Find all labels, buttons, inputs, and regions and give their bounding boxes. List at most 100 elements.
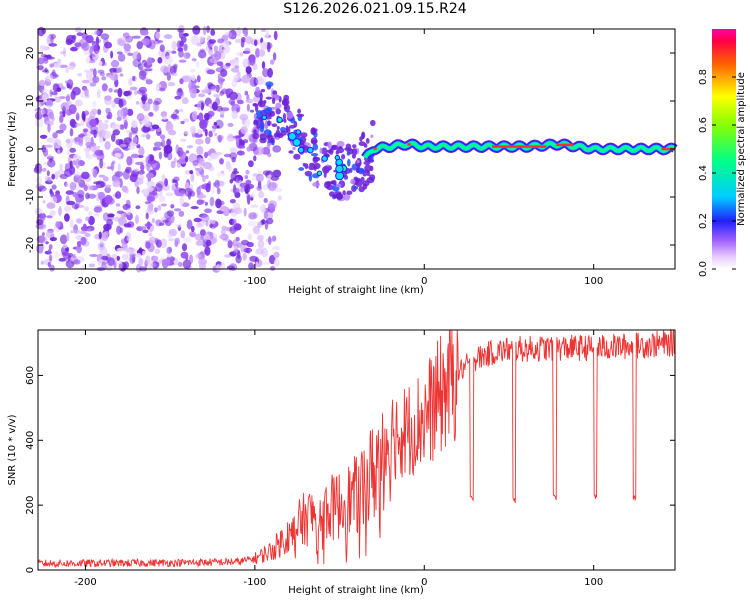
noise-blob: [141, 134, 147, 138]
noise-blob: [162, 219, 169, 223]
noise-blob: [191, 74, 196, 82]
noise-blob: [190, 35, 199, 45]
signal-blob: [292, 146, 296, 151]
noise-blob: [250, 204, 259, 208]
noise-blob: [213, 122, 218, 126]
signal-blob: [286, 126, 291, 134]
noise-blob: [93, 129, 97, 139]
noise-blob: [213, 50, 222, 61]
noise-blob: [218, 235, 227, 239]
noise-blob: [85, 192, 90, 200]
noise-blob: [121, 253, 129, 260]
noise-blob: [204, 246, 211, 256]
noise-blob: [163, 55, 173, 65]
noise-blob: [154, 207, 158, 213]
signal-blob: [290, 118, 296, 124]
noise-blob: [116, 191, 120, 195]
noise-blob: [119, 143, 127, 148]
noise-blob: [228, 98, 236, 105]
signal-blob: [308, 173, 313, 182]
noise-blob: [260, 77, 267, 85]
noise-blob: [51, 173, 56, 180]
noise-blob: [249, 193, 256, 198]
noise-blob: [69, 181, 77, 191]
noise-blob: [155, 31, 161, 39]
noise-blob: [189, 125, 197, 134]
noise-blob: [73, 259, 81, 265]
x-tick-label: -200: [74, 276, 97, 287]
signal-spot: [316, 170, 323, 177]
noise-blob: [40, 260, 45, 265]
noise-blob: [236, 175, 242, 181]
noise-blob: [206, 69, 216, 75]
noise-blob: [74, 204, 78, 210]
noise-blob: [154, 248, 161, 254]
noise-blob: [107, 111, 113, 120]
signal-blob: [357, 167, 365, 175]
noise-blob: [196, 101, 202, 111]
noise-blob: [235, 137, 240, 147]
noise-blob: [256, 185, 263, 192]
colorbar-tick-label: 0.8: [698, 69, 709, 85]
noise-blob: [242, 252, 247, 261]
noise-blob: [159, 44, 165, 52]
signal-blob: [256, 115, 261, 119]
noise-blob: [167, 234, 173, 239]
noise-blob: [144, 121, 152, 128]
snr-y-axis-label: SNR (10 * v/v): [7, 414, 18, 485]
noise-blob: [40, 53, 48, 58]
signal-blob: [346, 151, 351, 156]
noise-blob: [213, 182, 217, 187]
noise-blob: [125, 166, 132, 174]
noise-blob: [186, 219, 193, 230]
noise-blob: [108, 88, 113, 93]
noise-blob: [93, 44, 100, 54]
signal-spot: [297, 146, 305, 154]
signal-blob: [325, 181, 332, 186]
noise-blob: [54, 171, 59, 180]
noise-blob: [200, 102, 204, 111]
signal-blob: [271, 123, 278, 127]
noise-blob: [75, 158, 81, 169]
noise-blob: [119, 227, 124, 234]
noise-blob: [240, 239, 250, 246]
noise-blob: [180, 120, 185, 125]
noise-blob: [37, 65, 44, 71]
noise-blob: [81, 79, 91, 84]
signal-blob: [280, 130, 287, 136]
snr-series-line: [37, 328, 676, 569]
noise-blob: [109, 67, 117, 74]
noise-blob: [255, 261, 259, 267]
noise-blob: [34, 117, 44, 128]
noise-blob: [89, 254, 98, 257]
signal-blob: [271, 97, 276, 105]
noise-blob: [247, 235, 252, 241]
noise-blob: [263, 262, 271, 265]
noise-blob: [234, 65, 240, 69]
noise-blob: [197, 161, 205, 168]
noise-blob: [231, 218, 237, 227]
noise-blob: [119, 178, 123, 188]
signal-spot: [334, 154, 340, 161]
noise-blob: [230, 58, 239, 68]
signal-blob: [313, 156, 321, 162]
noise-blob: [243, 132, 250, 140]
noise-blob: [153, 147, 162, 151]
noise-blob: [216, 187, 221, 195]
noise-blob: [200, 229, 206, 237]
signal-blob: [300, 132, 308, 138]
noise-blob: [62, 110, 66, 118]
noise-blob: [171, 50, 177, 54]
noise-blob: [51, 184, 57, 190]
noise-blob: [177, 261, 183, 267]
noise-blob: [216, 172, 225, 177]
noise-blob: [101, 83, 108, 92]
noise-blob: [220, 228, 226, 236]
noise-blob: [252, 63, 258, 71]
noise-blob: [205, 239, 212, 247]
noise-blob: [201, 214, 210, 223]
noise-blob: [186, 145, 194, 149]
noise-blob: [35, 111, 43, 120]
noise-blob: [76, 218, 83, 224]
noise-blob: [211, 237, 218, 244]
